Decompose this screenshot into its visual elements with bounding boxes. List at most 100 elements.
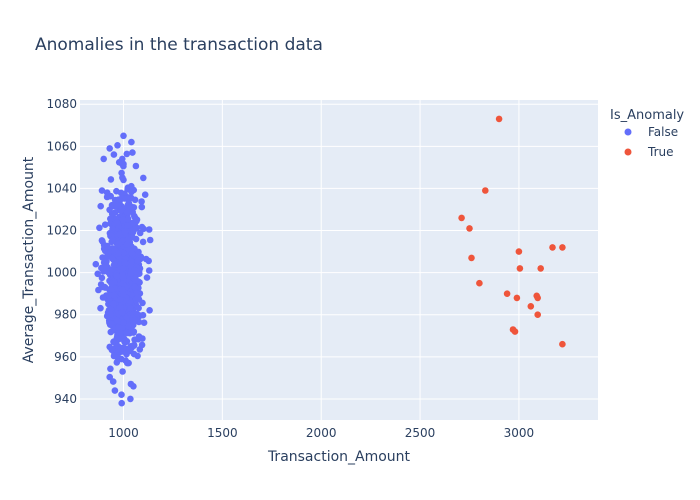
data-point[interactable] (118, 399, 125, 407)
data-point[interactable] (116, 335, 123, 343)
data-point[interactable] (101, 221, 109, 228)
data-point[interactable] (110, 151, 118, 158)
data-point[interactable] (113, 219, 121, 226)
data-point[interactable] (121, 228, 128, 236)
data-point[interactable] (97, 202, 104, 210)
data-point[interactable] (123, 208, 131, 216)
data-point[interactable] (123, 329, 130, 337)
data-point[interactable] (120, 264, 127, 272)
data-point[interactable] (135, 304, 142, 312)
data-point[interactable] (114, 142, 121, 149)
data-point[interactable] (131, 225, 139, 233)
data-point[interactable] (534, 294, 541, 302)
data-point[interactable] (120, 319, 127, 327)
data-point[interactable] (104, 242, 111, 250)
data-point[interactable] (110, 291, 118, 299)
data-point[interactable] (107, 176, 115, 183)
data-point[interactable] (106, 145, 113, 152)
data-point[interactable] (109, 225, 116, 233)
data-point[interactable] (127, 395, 134, 403)
data-point[interactable] (130, 383, 137, 390)
data-point[interactable] (113, 187, 120, 195)
data-point[interactable] (106, 310, 114, 318)
data-point[interactable] (140, 225, 147, 233)
data-point[interactable] (131, 267, 138, 274)
data-point[interactable] (146, 236, 154, 244)
data-point[interactable] (106, 373, 113, 381)
data-point[interactable] (476, 279, 483, 287)
data-point[interactable] (101, 284, 109, 291)
data-point[interactable] (123, 338, 131, 345)
data-point[interactable] (99, 238, 106, 245)
data-point[interactable] (482, 187, 489, 194)
data-point[interactable] (118, 160, 126, 168)
data-point[interactable] (124, 359, 131, 367)
data-point[interactable] (118, 391, 125, 399)
data-point[interactable] (113, 317, 121, 324)
data-point[interactable] (96, 224, 103, 232)
data-point[interactable] (98, 274, 106, 282)
data-point[interactable] (138, 198, 145, 205)
data-point[interactable] (140, 174, 147, 182)
data-point[interactable] (132, 235, 140, 243)
data-point[interactable] (118, 169, 125, 177)
data-point[interactable] (99, 294, 107, 301)
data-point[interactable] (458, 214, 465, 222)
data-point[interactable] (124, 222, 131, 229)
data-point[interactable] (117, 296, 124, 303)
data-point[interactable] (108, 280, 115, 287)
data-point[interactable] (114, 343, 122, 350)
data-point[interactable] (130, 350, 138, 358)
data-point[interactable] (108, 254, 116, 262)
data-point[interactable] (119, 348, 127, 355)
data-point[interactable] (135, 333, 143, 340)
data-point[interactable] (123, 150, 131, 158)
data-point[interactable] (495, 115, 503, 123)
data-point[interactable] (128, 182, 135, 190)
data-point[interactable] (124, 236, 132, 243)
data-point[interactable] (145, 267, 153, 274)
data-point[interactable] (110, 300, 117, 308)
data-point[interactable] (140, 319, 148, 327)
data-point[interactable] (127, 305, 134, 312)
data-point[interactable] (97, 304, 104, 312)
data-point[interactable] (116, 329, 124, 337)
data-point[interactable] (130, 341, 138, 349)
data-point[interactable] (141, 191, 149, 198)
data-point[interactable] (139, 238, 147, 246)
data-point[interactable] (138, 341, 146, 349)
data-point[interactable] (113, 272, 121, 280)
data-point[interactable] (515, 248, 523, 255)
data-point[interactable] (129, 149, 136, 156)
data-point[interactable] (127, 194, 135, 202)
data-point[interactable] (109, 378, 117, 385)
data-point[interactable] (107, 215, 114, 223)
legend-item-false[interactable]: False (624, 125, 679, 139)
data-point[interactable] (118, 309, 126, 316)
data-point[interactable] (119, 274, 127, 281)
data-point[interactable] (125, 199, 133, 207)
data-point[interactable] (124, 322, 132, 330)
legend[interactable]: Is_Anomaly False True (610, 108, 684, 159)
data-point[interactable] (108, 210, 116, 218)
data-point[interactable] (124, 215, 132, 223)
data-point[interactable] (549, 244, 556, 251)
data-point[interactable] (102, 261, 110, 269)
data-point[interactable] (534, 311, 541, 319)
data-point[interactable] (115, 250, 122, 257)
legend-item-true[interactable]: True (624, 145, 674, 159)
data-point[interactable] (111, 200, 119, 208)
data-point[interactable] (468, 254, 475, 262)
data-point[interactable] (98, 187, 106, 194)
data-point[interactable] (118, 194, 126, 202)
data-point[interactable] (559, 340, 566, 348)
data-point[interactable] (120, 132, 127, 140)
data-point[interactable] (94, 270, 101, 278)
data-point[interactable] (466, 225, 473, 232)
data-point[interactable] (138, 203, 146, 211)
data-point[interactable] (145, 226, 153, 233)
data-point[interactable] (132, 162, 140, 170)
data-point[interactable] (117, 206, 125, 214)
data-point[interactable] (111, 387, 119, 394)
data-point[interactable] (513, 294, 521, 302)
